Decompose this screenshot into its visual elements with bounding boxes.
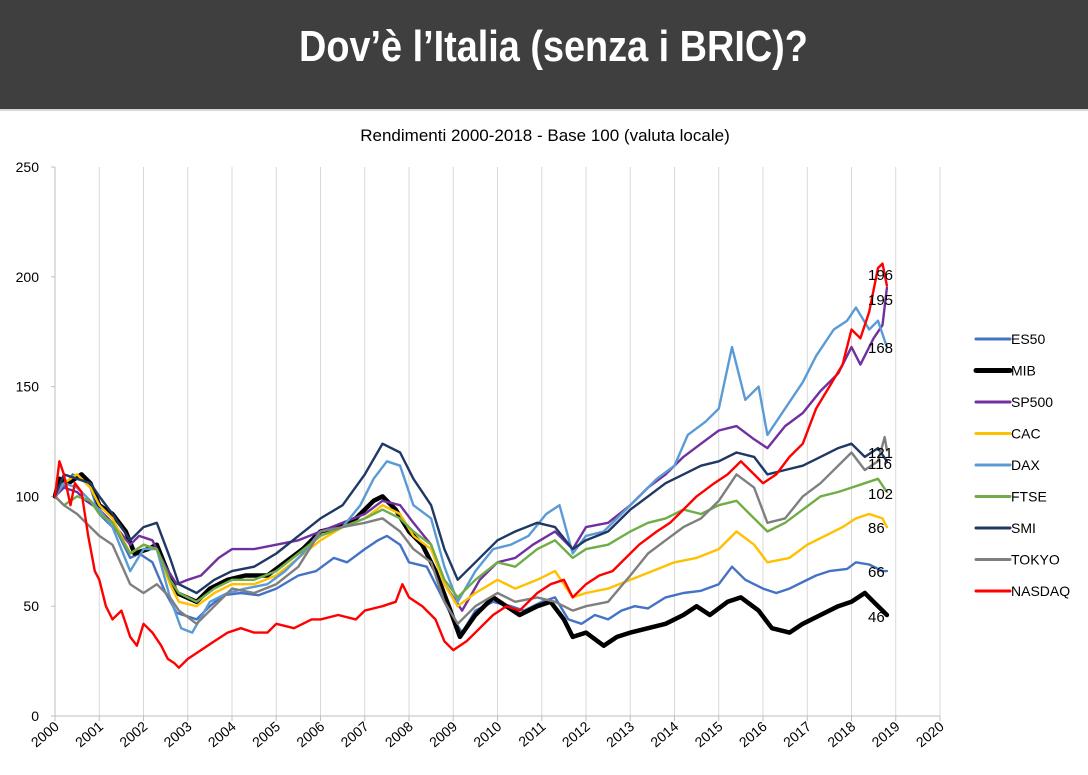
- x-tick-label: 2007: [338, 718, 372, 750]
- x-tick-label: 2001: [72, 718, 106, 750]
- x-tick-label: 2005: [249, 718, 283, 750]
- series-line-tokyo: [53, 435, 889, 625]
- y-tick-label: 150: [16, 379, 40, 395]
- legend-label-mib: MIB: [1011, 363, 1036, 379]
- y-tick-label: 50: [23, 598, 39, 614]
- x-tick-label: 2006: [293, 718, 327, 750]
- end-label-tokyo: 121: [868, 445, 893, 462]
- line-chart: Rendimenti 2000-2018 - Base 100 (valuta …: [16, 126, 1071, 750]
- series-line-cac: [53, 473, 889, 608]
- end-label-dax: 168: [868, 340, 893, 357]
- series-line-ftse: [53, 477, 889, 603]
- x-tick-label: 2003: [161, 718, 195, 750]
- series-line-nasdaq: [53, 262, 889, 669]
- grid-lines: [98, 167, 941, 716]
- end-label-es50: 66: [868, 564, 885, 581]
- x-tick-label: 2004: [205, 718, 239, 750]
- legend-label-nasdaq: NASDAQ: [1011, 583, 1070, 599]
- legend-label-ftse: FTSE: [1011, 489, 1047, 505]
- y-tick-label: 100: [16, 488, 40, 504]
- end-label-smi: 116: [868, 456, 892, 473]
- x-tick-label: 2018: [824, 718, 858, 750]
- y-tick-label: 200: [16, 269, 40, 285]
- x-tick-label: 2011: [515, 718, 549, 750]
- series-line-sp500: [53, 286, 889, 612]
- chart-title: Rendimenti 2000-2018 - Base 100 (valuta …: [360, 126, 730, 145]
- legend-label-smi: SMI: [1011, 520, 1036, 536]
- legend: ES50 MIB SP500 CAC DAX FTSE SMI TOKYO NASDAQ: [973, 331, 1070, 599]
- legend-label-tokyo: TOKYO: [1011, 552, 1060, 568]
- slide-title: Dov’è l’Italia (senza i BRIC)?: [299, 22, 808, 71]
- series-line-dax: [53, 306, 889, 634]
- x-tick-label: 2012: [559, 718, 593, 750]
- end-label-cac: 86: [868, 520, 885, 537]
- x-tick-label: 2020: [913, 718, 947, 750]
- end-label-ftse: 102: [868, 486, 893, 503]
- end-label-nasdaq: 196: [868, 267, 893, 284]
- slide-header: Dov’è l’Italia (senza i BRIC)?: [0, 0, 1088, 111]
- x-tick-label: 2009: [426, 718, 460, 750]
- series-line-smi: [53, 442, 889, 595]
- x-tick-label: 2017: [780, 718, 814, 750]
- series-line-mib: [52, 472, 890, 648]
- end-label-mib: 46: [868, 609, 885, 626]
- y-tick-label: 0: [31, 708, 39, 724]
- legend-label-sp500: SP500: [1011, 394, 1053, 410]
- x-tick-label: 2015: [692, 718, 726, 750]
- legend-label-cac: CAC: [1011, 426, 1041, 442]
- x-tick-label: 2013: [603, 718, 637, 750]
- series-lines: [52, 262, 890, 669]
- x-tick-label: 2010: [470, 718, 504, 750]
- end-label-sp500: 195: [868, 292, 893, 309]
- x-tick-label: 2002: [116, 718, 150, 750]
- x-tick-label: 2019: [869, 718, 903, 750]
- x-tick-label: 2008: [382, 718, 416, 750]
- legend-label-es50: ES50: [1011, 331, 1045, 347]
- legend-label-dax: DAX: [1011, 457, 1040, 473]
- x-tick-label: 2014: [647, 718, 681, 750]
- y-tick-label: 250: [16, 159, 40, 175]
- x-tick-label: 2016: [736, 718, 770, 750]
